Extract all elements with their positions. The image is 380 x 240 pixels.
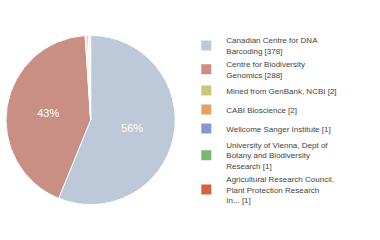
svg-text:Agricultural Research Council,: Agricultural Research Council,Plant Prot… (226, 175, 334, 205)
svg-text:University of Vienna, Dept ofB: University of Vienna, Dept ofBotany and … (226, 141, 328, 171)
svg-text:Canadian Centre for DNABarcodi: Canadian Centre for DNABarcoding [378] (226, 36, 318, 55)
svg-text:CABI Bioscience [2]: CABI Bioscience [2] (226, 106, 297, 115)
svg-text:Centre for BiodiversityGenomic: Centre for BiodiversityGenomics [288] (226, 60, 305, 79)
svg-text:Mined from GenBank, NCBI [2]: Mined from GenBank, NCBI [2] (226, 87, 336, 96)
svg-text:56%: 56% (121, 122, 143, 134)
svg-text:Wellcome Sanger Institute [1]: Wellcome Sanger Institute [1] (226, 125, 330, 134)
svg-text:43%: 43% (37, 107, 59, 119)
